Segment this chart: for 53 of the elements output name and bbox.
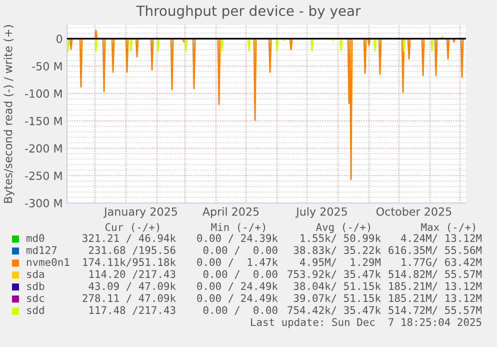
text: 114.20 /217.43: [89, 270, 176, 279]
text: 39.07k/ 51.15k: [294, 294, 381, 303]
legend-label: sdc: [27, 294, 44, 302]
y-tick-label: -250 M: [25, 172, 62, 180]
text: 278.11 / 47.09k: [82, 294, 176, 303]
text: 0.00 / 0.00: [203, 306, 278, 315]
text: 514.82M/ 55.57M: [388, 270, 482, 279]
text: Avg (-/+): [316, 222, 370, 234]
text: 38.04k/ 51.15k: [294, 282, 381, 291]
y-axis-title: Bytes/second read (-) / write (+): [4, 25, 14, 203]
text: 1.55k/ 50.99k: [300, 234, 381, 243]
legend-label: sdd: [27, 306, 44, 314]
text: 4.95M/ 1.29M: [300, 258, 381, 267]
legend-label: nvme0n1: [26, 258, 70, 266]
text: 38.83k/ 35.22k: [294, 246, 381, 255]
text: Cur (-/+): [105, 223, 160, 232]
x-tick-label: October 2025: [376, 207, 452, 216]
text: Last update: Sun Dec 7 18:25:04 2025: [251, 318, 482, 328]
text: 0.00 / 1.47k: [197, 258, 278, 267]
text: 753.92k/ 35.47k: [288, 270, 381, 279]
x-tick-label: January 2025: [103, 207, 177, 218]
text: 0.00 / 0.00: [203, 246, 278, 255]
text: 185.21M/ 13.12M: [389, 294, 482, 303]
text: 0.00 / 24.49k: [197, 294, 278, 303]
text: 117.48 /217.43: [89, 306, 176, 315]
text: 1.77G/ 63.42M: [402, 258, 482, 267]
text: 4.24M/ 13.12M: [400, 234, 482, 243]
text: 616.35M/ 55.56M: [388, 246, 482, 255]
x-tick-label: April 2025: [202, 207, 259, 218]
text: 174.11k/951.18k: [83, 258, 176, 267]
y-tick-label: -100 M: [25, 89, 62, 98]
chart-title: Throughput per device - by year: [136, 5, 361, 19]
legend-label: md0: [26, 234, 44, 242]
text: 754.42k/ 35.47k: [288, 306, 381, 315]
text: 0.00 / 24.49k: [197, 282, 278, 291]
x-tick-label: July 2025: [296, 207, 347, 218]
text: 321.21 / 46.94k: [82, 234, 176, 243]
text: 514.72M/ 55.57M: [388, 306, 482, 315]
legend-label: sda: [27, 270, 44, 278]
legend-label: md127: [26, 246, 57, 254]
text: 0.00 / 24.39k: [197, 234, 278, 243]
legend-label: sdb: [27, 282, 44, 290]
text: Min (-/+): [211, 222, 266, 232]
text: 185.21M/ 13.12M: [389, 282, 482, 291]
y-tick-label: -200 M: [25, 144, 62, 153]
y-tick-label: -150 M: [25, 116, 62, 126]
text: 231.68 /195.56: [88, 246, 176, 255]
y-tick-label: -300 M: [25, 198, 62, 208]
y-tick-label: -50 M: [32, 62, 62, 70]
text: 43.09 / 47.09k: [88, 282, 176, 291]
y-tick-label: 0: [56, 34, 62, 44]
text: 0.00 / 0.00: [203, 270, 278, 279]
text: Max (-/+): [421, 223, 476, 232]
